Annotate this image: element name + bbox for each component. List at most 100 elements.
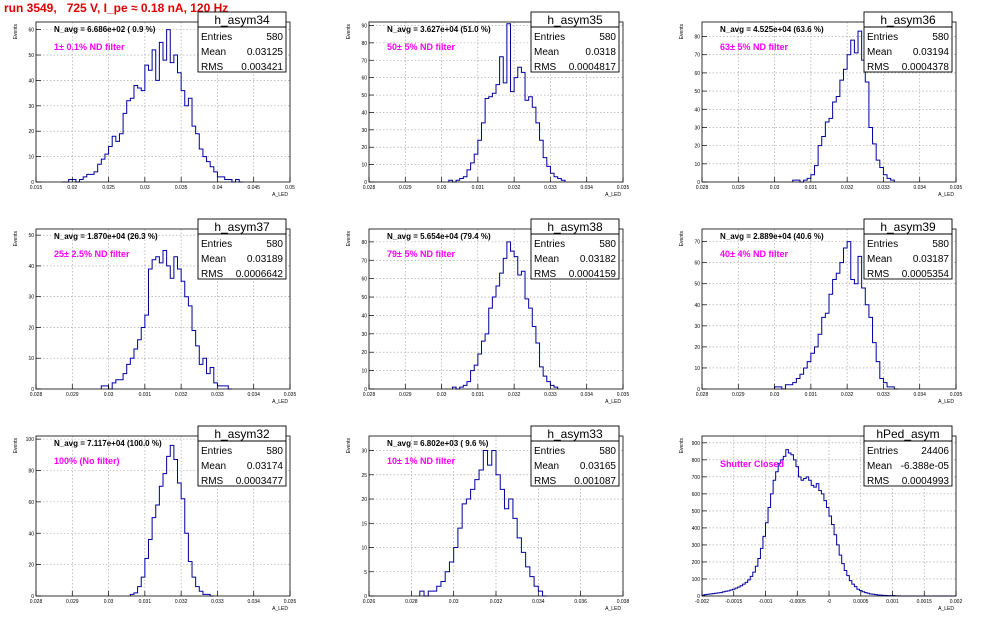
y-tick-label: 60 <box>28 500 34 506</box>
x-tick-label: 0.031 <box>472 185 485 191</box>
histogram-panel-h_asym35: 0.028 0.029 0.03 0.031 0.032 0.033 0.034 0.035 0… <box>333 8 629 198</box>
y-tick-label: 20 <box>28 129 34 135</box>
stat-key: Mean <box>534 461 559 472</box>
y-tick-label: 50 <box>361 93 367 99</box>
x-tick-label: 0.034 <box>247 599 260 605</box>
histogram-name: h_asym35 <box>547 13 603 27</box>
y-tick-label: 20 <box>361 497 367 503</box>
y-tick-label: 60 <box>694 71 700 77</box>
stat-key: Entries <box>201 32 232 43</box>
y-tick-label: 40 <box>361 110 367 116</box>
x-tick-label: -0.002 <box>695 599 709 605</box>
stat-value: 0.03182 <box>580 254 617 265</box>
y-tick-label: 30 <box>28 104 34 110</box>
stat-box-frame <box>197 425 287 487</box>
y-tick-label: 70 <box>361 58 367 64</box>
stat-box: h_asym32 Entries 580 Mean 0.03174 RMS 0.000347… <box>197 425 287 487</box>
plot-frame <box>35 228 291 390</box>
navg-label: N_avg = 7.117e+04 (100.0 %) <box>54 439 162 448</box>
x-tick-label: 0.035 <box>617 392 630 398</box>
x-axis-label: A_LED <box>938 399 954 405</box>
x-tick-label: 0.033 <box>544 392 557 398</box>
stat-value: 0.03125 <box>247 47 284 58</box>
stat-value: 580 <box>266 446 283 457</box>
x-tick-label: 0.033 <box>211 599 224 605</box>
y-axis-label: Events <box>679 24 685 40</box>
y-tick-label: 0 <box>364 180 367 186</box>
y-tick-label: 50 <box>361 295 367 301</box>
stat-box-frame <box>197 218 287 280</box>
plot-frame <box>701 21 957 183</box>
navg-label: N_avg = 1.870e+04 (26.3 %) <box>54 232 158 241</box>
navg-label: N_avg = 5.654e+04 (79.4 %) <box>387 232 491 241</box>
x-tick-label: 0.029 <box>399 392 412 398</box>
y-tick-label: 50 <box>28 233 34 239</box>
x-axis-label: A_LED <box>938 606 954 612</box>
x-tick-label: 0.028 <box>30 392 43 398</box>
x-tick-label: 0.034 <box>532 599 545 605</box>
x-tick-label: 0.035 <box>284 599 297 605</box>
plot-frame <box>368 228 624 390</box>
x-tick-label: 0.033 <box>877 392 890 398</box>
x-tick-label: 0.002 <box>950 599 963 605</box>
y-tick-label: 90 <box>361 23 367 29</box>
y-tick-label: 50 <box>694 89 700 95</box>
x-tick-label: 0.034 <box>580 185 593 191</box>
histogram-line <box>61 29 243 183</box>
stat-value: 0.0318 <box>585 47 616 58</box>
stat-value: 580 <box>266 32 283 43</box>
stat-key: RMS <box>867 62 890 73</box>
y-tick-label: 10 <box>361 163 367 169</box>
stat-value: 580 <box>599 239 616 250</box>
filter-label: 10± 1% ND filter <box>387 456 455 466</box>
histogram-line <box>451 241 559 390</box>
stat-box: h_asym33 Entries 580 Mean 0.03165 RMS 0.001087 <box>530 425 620 487</box>
y-tick-label: 400 <box>692 526 701 532</box>
stat-key: Entries <box>534 446 565 457</box>
x-axis-label: A_LED <box>272 399 288 405</box>
x-tick-label: 0.028 <box>363 185 376 191</box>
x-tick-label: 0.034 <box>247 392 260 398</box>
histogram-panel-h_asym33: 0.026 0.028 0.03 0.032 0.034 0.036 0.038 0 5 10 15… <box>333 422 629 612</box>
y-axis-label: Events <box>679 231 685 247</box>
stat-key: Mean <box>867 461 892 472</box>
histogram-svg: -0.002 -0.0015 -0.001 -0.0005 -0 0.0005 0.001 0… <box>679 425 963 612</box>
x-tick-label: 0.031 <box>139 599 152 605</box>
histogram-line <box>774 241 898 390</box>
x-tick-label: 0.015 <box>30 185 43 191</box>
stat-value: 580 <box>932 32 949 43</box>
y-tick-label: 25 <box>361 473 367 479</box>
page-title: run 3549, 725 V, I_pe ≈ 0.18 nA, 120 Hz <box>4 1 229 15</box>
histogram-panel-h_asym36: 0.028 0.029 0.03 0.031 0.032 0.033 0.034 0.035 0… <box>666 8 962 198</box>
stat-key: Entries <box>534 32 565 43</box>
y-tick-label: 20 <box>28 325 34 331</box>
y-axis-label: Events <box>13 24 19 40</box>
y-tick-label: 20 <box>28 563 34 569</box>
x-tick-label: 0.032 <box>508 185 521 191</box>
y-tick-label: 300 <box>692 543 701 549</box>
histogram-svg: 0.028 0.029 0.03 0.031 0.032 0.033 0.034 0.035 0… <box>346 218 630 405</box>
y-tick-label: 40 <box>361 313 367 319</box>
x-tick-label: 0.03 <box>770 392 780 398</box>
stat-value: 0.003421 <box>241 62 283 73</box>
stat-value: 0.0004159 <box>569 269 617 280</box>
stat-value: 0.03174 <box>247 461 284 472</box>
x-tick-label: 0.034 <box>913 392 926 398</box>
y-tick-label: 70 <box>694 53 700 59</box>
navg-label: N_avg = 4.525e+04 (63.6 %) <box>720 25 824 34</box>
y-tick-label: 10 <box>361 546 367 552</box>
stat-key: Mean <box>867 47 892 58</box>
stat-value: 0.0005354 <box>902 269 950 280</box>
stat-key: RMS <box>201 269 224 280</box>
x-tick-label: 0.03 <box>449 599 459 605</box>
stat-box: hPed_asym Entries 24406 Mean -6.388e-05 RMS 0.… <box>863 425 953 487</box>
y-tick-label: 0 <box>697 180 700 186</box>
x-tick-label: 0.031 <box>805 392 818 398</box>
y-tick-label: 0 <box>364 387 367 393</box>
stat-key: RMS <box>534 269 557 280</box>
stat-key: Mean <box>534 254 559 265</box>
x-tick-label: 0.03 <box>104 599 114 605</box>
y-tick-label: 0 <box>697 387 700 393</box>
histogram-svg: 0.028 0.029 0.03 0.031 0.032 0.033 0.034 0.035 0… <box>13 218 296 405</box>
y-tick-label: 0 <box>697 594 700 600</box>
